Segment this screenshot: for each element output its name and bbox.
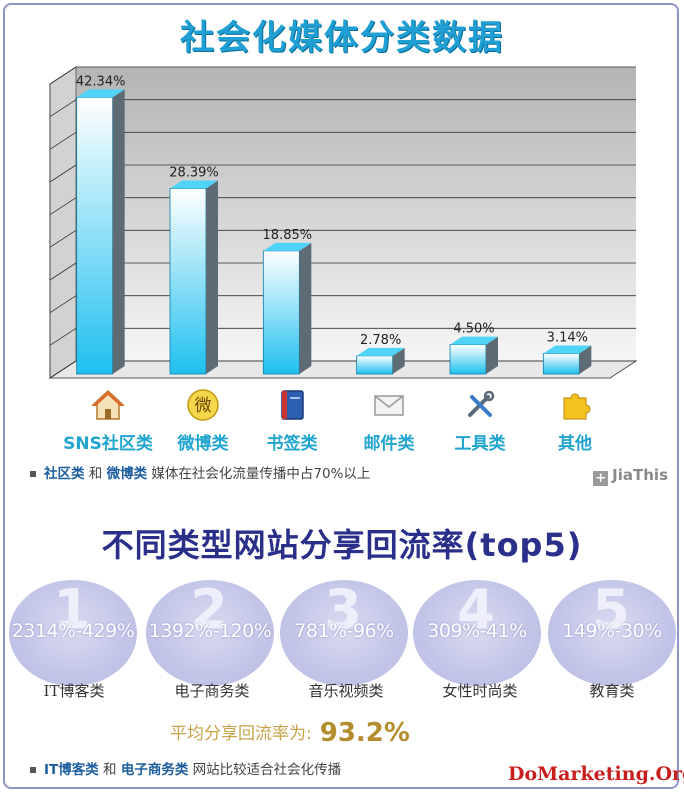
note-text: 媒体在社会化流量传播中占70%以上 — [151, 466, 370, 482]
note-highlight: 社区类 — [44, 466, 85, 482]
bar — [543, 353, 579, 374]
category-sns: SNS社区类 — [56, 388, 160, 454]
bar-value-label: 28.39% — [169, 166, 219, 181]
tools-icon — [463, 388, 497, 422]
category-other: 其他 — [523, 388, 627, 454]
bar — [357, 356, 393, 374]
category-bookmark: 书签类 — [240, 388, 344, 454]
category-label: 书签类 — [240, 429, 344, 454]
bar-value-label: 2.78% — [360, 333, 401, 348]
plus-icon: + — [593, 471, 608, 486]
bar-value-label: 42.34% — [76, 74, 126, 89]
section-title: 不同类型网站分享回流率(top5) — [0, 520, 684, 566]
bar-side — [206, 181, 218, 374]
note-highlight: 电子商务类 — [121, 762, 189, 778]
chart-note: 社区类 和 微博类 媒体在社会化流量传播中占70%以上 — [30, 462, 370, 482]
puzzle-icon — [558, 388, 592, 422]
rank-category-name: 教育类 — [542, 680, 682, 701]
chart-title: 社会化媒体分类数据 — [0, 10, 684, 59]
home-icon — [91, 388, 125, 422]
note-highlight: IT博客类 — [44, 762, 99, 778]
rank-badge-5: 5 149%-30% — [548, 580, 676, 686]
rank-rate: 1392%-120% — [138, 620, 282, 642]
brand-text: JiaThis — [612, 466, 668, 484]
rank-category-name: 女性时尚类 — [410, 680, 550, 701]
bar — [170, 189, 206, 374]
category-label: 工具类 — [428, 429, 532, 454]
note-text: 网站比较适合社会化传播 — [193, 762, 342, 778]
book-icon — [275, 388, 309, 422]
bar-value-label: 18.85% — [263, 228, 313, 243]
bar-chart: 42.34% 28.39% 18.85% 2.78% 4.50% 3.14% — [0, 55, 684, 385]
bar — [77, 97, 113, 374]
jiathis-logo: + JiaThis — [593, 466, 668, 486]
rank-category-name: 电子商务类 — [142, 680, 282, 701]
svg-text:微: 微 — [195, 396, 212, 416]
rank-badge-1: 1 2314%-429% — [9, 580, 137, 686]
note-and: 和 — [89, 466, 103, 482]
average-label: 平均分享回流率为: — [170, 724, 312, 744]
bar-side — [113, 89, 125, 374]
bar — [450, 345, 486, 374]
bar-value-label: 3.14% — [547, 330, 588, 345]
category-tools: 工具类 — [428, 388, 532, 454]
note-and: 和 — [103, 762, 117, 778]
rank-rate: 149%-30% — [540, 620, 684, 642]
rank-category-name: 音乐视频类 — [276, 680, 416, 701]
watermark: DoMarketing.Org — [508, 763, 684, 785]
category-label: SNS社区类 — [56, 429, 160, 454]
rank-rate: 309%-41% — [405, 620, 549, 642]
category-label: 其他 — [523, 429, 627, 454]
bar-side — [299, 243, 311, 374]
rank-badge-3: 3 781%-96% — [280, 580, 408, 686]
rank-badge-2: 2 1392%-120% — [146, 580, 274, 686]
average-value: 93.2% — [320, 718, 410, 748]
rank-badge-4: 4 309%-41% — [413, 580, 541, 686]
category-mail: 邮件类 — [337, 388, 441, 454]
mail-icon — [372, 388, 406, 422]
category-label: 邮件类 — [337, 429, 441, 454]
section-note: IT博客类 和 电子商务类 网站比较适合社会化传播 — [30, 758, 341, 778]
average-return-rate: 平均分享回流率为: 93.2% — [170, 718, 410, 748]
rank-rate: 781%-96% — [272, 620, 416, 642]
chart-back-wall — [76, 67, 636, 361]
bullet-square — [30, 767, 36, 773]
bullet-square — [30, 471, 36, 477]
note-highlight: 微博类 — [107, 466, 148, 482]
bar — [263, 251, 299, 374]
rank-category-name: IT博客类 — [4, 680, 144, 701]
weibo-icon: 微 — [186, 388, 220, 422]
rank-rate: 2314%-429% — [1, 620, 145, 642]
bar-value-label: 4.50% — [453, 322, 494, 337]
